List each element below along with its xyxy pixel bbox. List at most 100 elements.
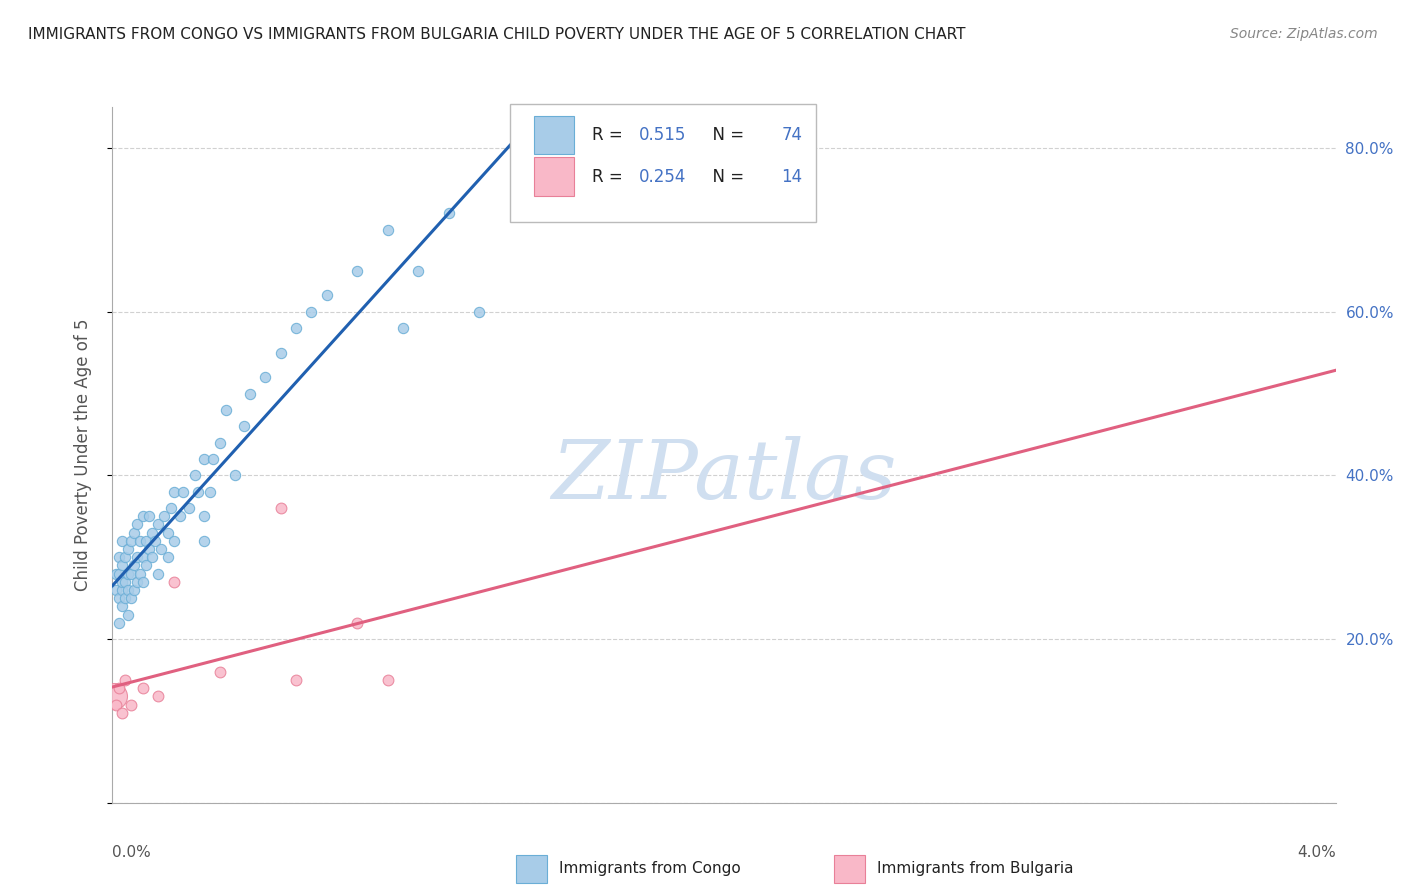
Point bbox=[107, 591, 129, 606]
Point bbox=[224, 468, 246, 483]
Point bbox=[143, 533, 166, 548]
Point bbox=[138, 509, 160, 524]
Text: Immigrants from Bulgaria: Immigrants from Bulgaria bbox=[877, 862, 1074, 877]
Point bbox=[193, 452, 215, 467]
Point bbox=[114, 591, 136, 606]
Point bbox=[377, 673, 399, 687]
Point bbox=[239, 386, 262, 401]
Point bbox=[120, 533, 142, 548]
Point bbox=[193, 533, 215, 548]
Text: Source: ZipAtlas.com: Source: ZipAtlas.com bbox=[1230, 27, 1378, 41]
Point bbox=[114, 550, 136, 565]
Text: 0.254: 0.254 bbox=[638, 168, 686, 186]
Point bbox=[172, 484, 194, 499]
Point bbox=[377, 223, 399, 237]
Point bbox=[107, 681, 129, 696]
Point bbox=[202, 452, 225, 467]
Point bbox=[169, 509, 191, 524]
FancyBboxPatch shape bbox=[510, 103, 815, 222]
Text: 0.0%: 0.0% bbox=[112, 845, 152, 860]
Point bbox=[159, 501, 181, 516]
Point bbox=[111, 558, 134, 573]
Point bbox=[132, 574, 155, 589]
Point bbox=[132, 681, 155, 696]
FancyBboxPatch shape bbox=[516, 855, 547, 883]
Point bbox=[408, 264, 430, 278]
Point bbox=[270, 501, 292, 516]
Point bbox=[163, 484, 186, 499]
Point bbox=[315, 288, 337, 302]
Point bbox=[299, 304, 322, 318]
Point bbox=[111, 533, 134, 548]
Point bbox=[135, 558, 157, 573]
Text: R =: R = bbox=[592, 126, 628, 144]
Point bbox=[117, 566, 139, 581]
Point bbox=[111, 574, 134, 589]
Text: IMMIGRANTS FROM CONGO VS IMMIGRANTS FROM BULGARIA CHILD POVERTY UNDER THE AGE OF: IMMIGRANTS FROM CONGO VS IMMIGRANTS FROM… bbox=[28, 27, 966, 42]
Point bbox=[284, 673, 308, 687]
Point bbox=[184, 468, 207, 483]
Point bbox=[148, 566, 170, 581]
Point bbox=[468, 304, 491, 318]
Point bbox=[120, 566, 142, 581]
Text: N =: N = bbox=[702, 126, 749, 144]
Point bbox=[156, 525, 179, 540]
Y-axis label: Child Poverty Under the Age of 5: Child Poverty Under the Age of 5 bbox=[73, 318, 91, 591]
Point bbox=[104, 566, 127, 581]
Point bbox=[117, 542, 139, 557]
FancyBboxPatch shape bbox=[534, 116, 574, 154]
Point bbox=[120, 698, 142, 712]
Text: 0.515: 0.515 bbox=[638, 126, 686, 144]
Point bbox=[122, 558, 145, 573]
Point bbox=[150, 542, 173, 557]
Point bbox=[117, 582, 139, 597]
Text: Immigrants from Congo: Immigrants from Congo bbox=[560, 862, 741, 877]
Point bbox=[187, 484, 209, 499]
Text: 74: 74 bbox=[782, 126, 803, 144]
Point bbox=[254, 370, 277, 384]
Text: 4.0%: 4.0% bbox=[1296, 845, 1336, 860]
Point bbox=[163, 533, 186, 548]
Point bbox=[120, 591, 142, 606]
FancyBboxPatch shape bbox=[534, 158, 574, 195]
Text: N =: N = bbox=[702, 168, 749, 186]
Point bbox=[129, 566, 152, 581]
Point bbox=[177, 501, 200, 516]
Point bbox=[270, 345, 292, 359]
Point bbox=[141, 525, 163, 540]
Point bbox=[103, 690, 125, 704]
Point bbox=[141, 550, 163, 565]
Point bbox=[111, 582, 134, 597]
Text: R =: R = bbox=[592, 168, 628, 186]
Point bbox=[153, 509, 176, 524]
Point bbox=[107, 615, 129, 630]
Point bbox=[392, 321, 415, 335]
Point bbox=[132, 509, 155, 524]
Text: 14: 14 bbox=[782, 168, 803, 186]
Point bbox=[163, 574, 186, 589]
Point bbox=[346, 615, 368, 630]
Point bbox=[104, 698, 127, 712]
Point bbox=[156, 550, 179, 565]
Point bbox=[104, 582, 127, 597]
Point bbox=[122, 525, 145, 540]
Point bbox=[125, 517, 148, 532]
Point bbox=[107, 566, 129, 581]
Point bbox=[208, 435, 231, 450]
Point bbox=[148, 690, 170, 704]
Point bbox=[129, 533, 152, 548]
Point bbox=[214, 403, 236, 417]
Point bbox=[346, 264, 368, 278]
Text: ZIPatlas: ZIPatlas bbox=[551, 436, 897, 516]
Point bbox=[107, 550, 129, 565]
Point bbox=[437, 206, 460, 220]
Point bbox=[122, 582, 145, 597]
Point bbox=[125, 550, 148, 565]
Point bbox=[111, 599, 134, 614]
Point bbox=[117, 607, 139, 622]
Point bbox=[193, 509, 215, 524]
FancyBboxPatch shape bbox=[834, 855, 865, 883]
Point bbox=[114, 673, 136, 687]
Point bbox=[200, 484, 222, 499]
Point bbox=[208, 665, 231, 679]
